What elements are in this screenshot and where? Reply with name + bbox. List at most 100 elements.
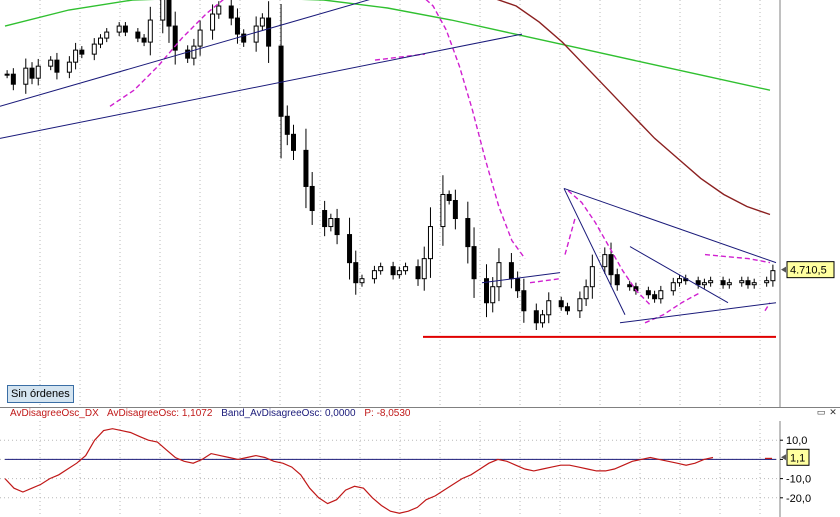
candle bbox=[303, 128, 309, 209]
candle bbox=[185, 45, 191, 63]
candle bbox=[427, 207, 433, 278]
candle bbox=[546, 292, 552, 324]
wedge-line-upper bbox=[563, 187, 777, 264]
candle bbox=[751, 278, 757, 289]
candle bbox=[23, 58, 29, 94]
candle bbox=[701, 278, 707, 289]
candle bbox=[371, 265, 377, 284]
oscillator-legend: AvDisagreeOsc_DX AvDisagreeOsc: 1,1072 B… bbox=[10, 408, 417, 420]
candle bbox=[745, 276, 751, 289]
legend-osc-dx: AvDisagreeOsc_DX bbox=[10, 408, 99, 419]
last-price-label: 4.710,5 bbox=[790, 265, 827, 277]
close-icon[interactable]: ✕ bbox=[829, 408, 837, 418]
candle bbox=[197, 20, 203, 56]
legend-band-value: Band_AvDisagreeOsc: 0,0000 bbox=[221, 408, 356, 419]
candle bbox=[191, 38, 197, 66]
moving-average-green bbox=[4, 0, 771, 91]
candle bbox=[54, 52, 60, 80]
osc-last-value-box bbox=[786, 448, 810, 466]
candle bbox=[328, 213, 334, 232]
magenta-dashed-line bbox=[109, 0, 224, 107]
oscillator-line bbox=[4, 428, 714, 514]
candle bbox=[48, 56, 54, 71]
candle bbox=[353, 250, 359, 295]
candle bbox=[521, 278, 527, 323]
candle bbox=[652, 290, 658, 303]
candle bbox=[284, 105, 290, 146]
magenta-dashed-line bbox=[764, 302, 771, 312]
candle bbox=[739, 276, 745, 287]
candle bbox=[347, 217, 353, 280]
candle bbox=[440, 175, 446, 246]
osc-last-value-label: 1,1 bbox=[790, 452, 805, 464]
candle bbox=[465, 201, 471, 264]
candle bbox=[359, 274, 365, 287]
candle bbox=[446, 190, 452, 205]
candle bbox=[770, 264, 776, 287]
no-orders-button[interactable]: Sin órdenes bbox=[7, 385, 74, 403]
legend-osc-value: AvDisagreeOsc: 1,1072 bbox=[106, 408, 213, 419]
osc-y-tick-label: 10,0 bbox=[786, 435, 807, 447]
candle bbox=[677, 274, 682, 287]
osc-y-tick-label: -20,0 bbox=[786, 493, 811, 505]
candle bbox=[98, 34, 103, 49]
candle bbox=[166, 0, 172, 43]
candle bbox=[490, 277, 496, 313]
candle bbox=[378, 262, 384, 275]
candle bbox=[583, 279, 589, 306]
candle bbox=[122, 22, 128, 37]
candle bbox=[210, 4, 216, 40]
candle bbox=[35, 58, 41, 86]
candle bbox=[66, 56, 72, 79]
candle bbox=[241, 29, 247, 47]
price-chart: 4.840,04.820,04.800,04.780,04.760,04.740… bbox=[0, 0, 835, 407]
candle bbox=[10, 68, 16, 91]
magenta-dashed-line bbox=[567, 189, 651, 306]
oscillator-chart: 10,00-10,0-20,01,1 bbox=[0, 407, 840, 517]
last-price-box bbox=[786, 261, 835, 279]
candle bbox=[291, 124, 296, 160]
price-marker-arrow bbox=[781, 266, 786, 273]
candle bbox=[91, 38, 97, 61]
channel-line-upper bbox=[0, 0, 370, 107]
candle bbox=[322, 200, 328, 237]
candle bbox=[515, 271, 521, 298]
candle bbox=[29, 62, 35, 85]
candle bbox=[577, 291, 583, 318]
candle bbox=[421, 246, 427, 291]
magenta-dashed-line bbox=[529, 278, 561, 284]
magenta-dashed-line bbox=[704, 253, 771, 264]
candle bbox=[4, 70, 10, 79]
candle bbox=[764, 276, 770, 287]
magenta-dashed-line bbox=[425, 0, 526, 260]
candle bbox=[558, 296, 564, 311]
candle bbox=[141, 34, 147, 47]
candle bbox=[390, 261, 396, 280]
triangle-line bbox=[629, 246, 729, 304]
candle bbox=[645, 286, 651, 299]
osc-background bbox=[0, 407, 840, 517]
candle bbox=[278, 4, 284, 159]
osc-y-tick-label: -10,0 bbox=[786, 474, 811, 486]
candle bbox=[708, 276, 714, 287]
candle bbox=[216, 1, 222, 19]
candle bbox=[116, 22, 122, 37]
restore-icon[interactable]: ▭ bbox=[816, 408, 826, 418]
candle bbox=[415, 259, 421, 286]
candle bbox=[396, 266, 402, 279]
candle bbox=[614, 268, 620, 291]
candle bbox=[135, 28, 141, 43]
candle bbox=[259, 13, 265, 31]
candle bbox=[720, 276, 726, 289]
trend-line bbox=[481, 272, 561, 284]
candle bbox=[540, 309, 546, 328]
candle bbox=[695, 276, 701, 289]
candle bbox=[670, 277, 676, 296]
candle bbox=[726, 278, 732, 289]
candle bbox=[309, 172, 315, 225]
triangle-line bbox=[563, 188, 626, 315]
candle bbox=[533, 303, 539, 331]
candle bbox=[564, 302, 570, 315]
candle bbox=[484, 264, 489, 318]
legend-p-value: P: -8,0530 bbox=[364, 408, 411, 419]
